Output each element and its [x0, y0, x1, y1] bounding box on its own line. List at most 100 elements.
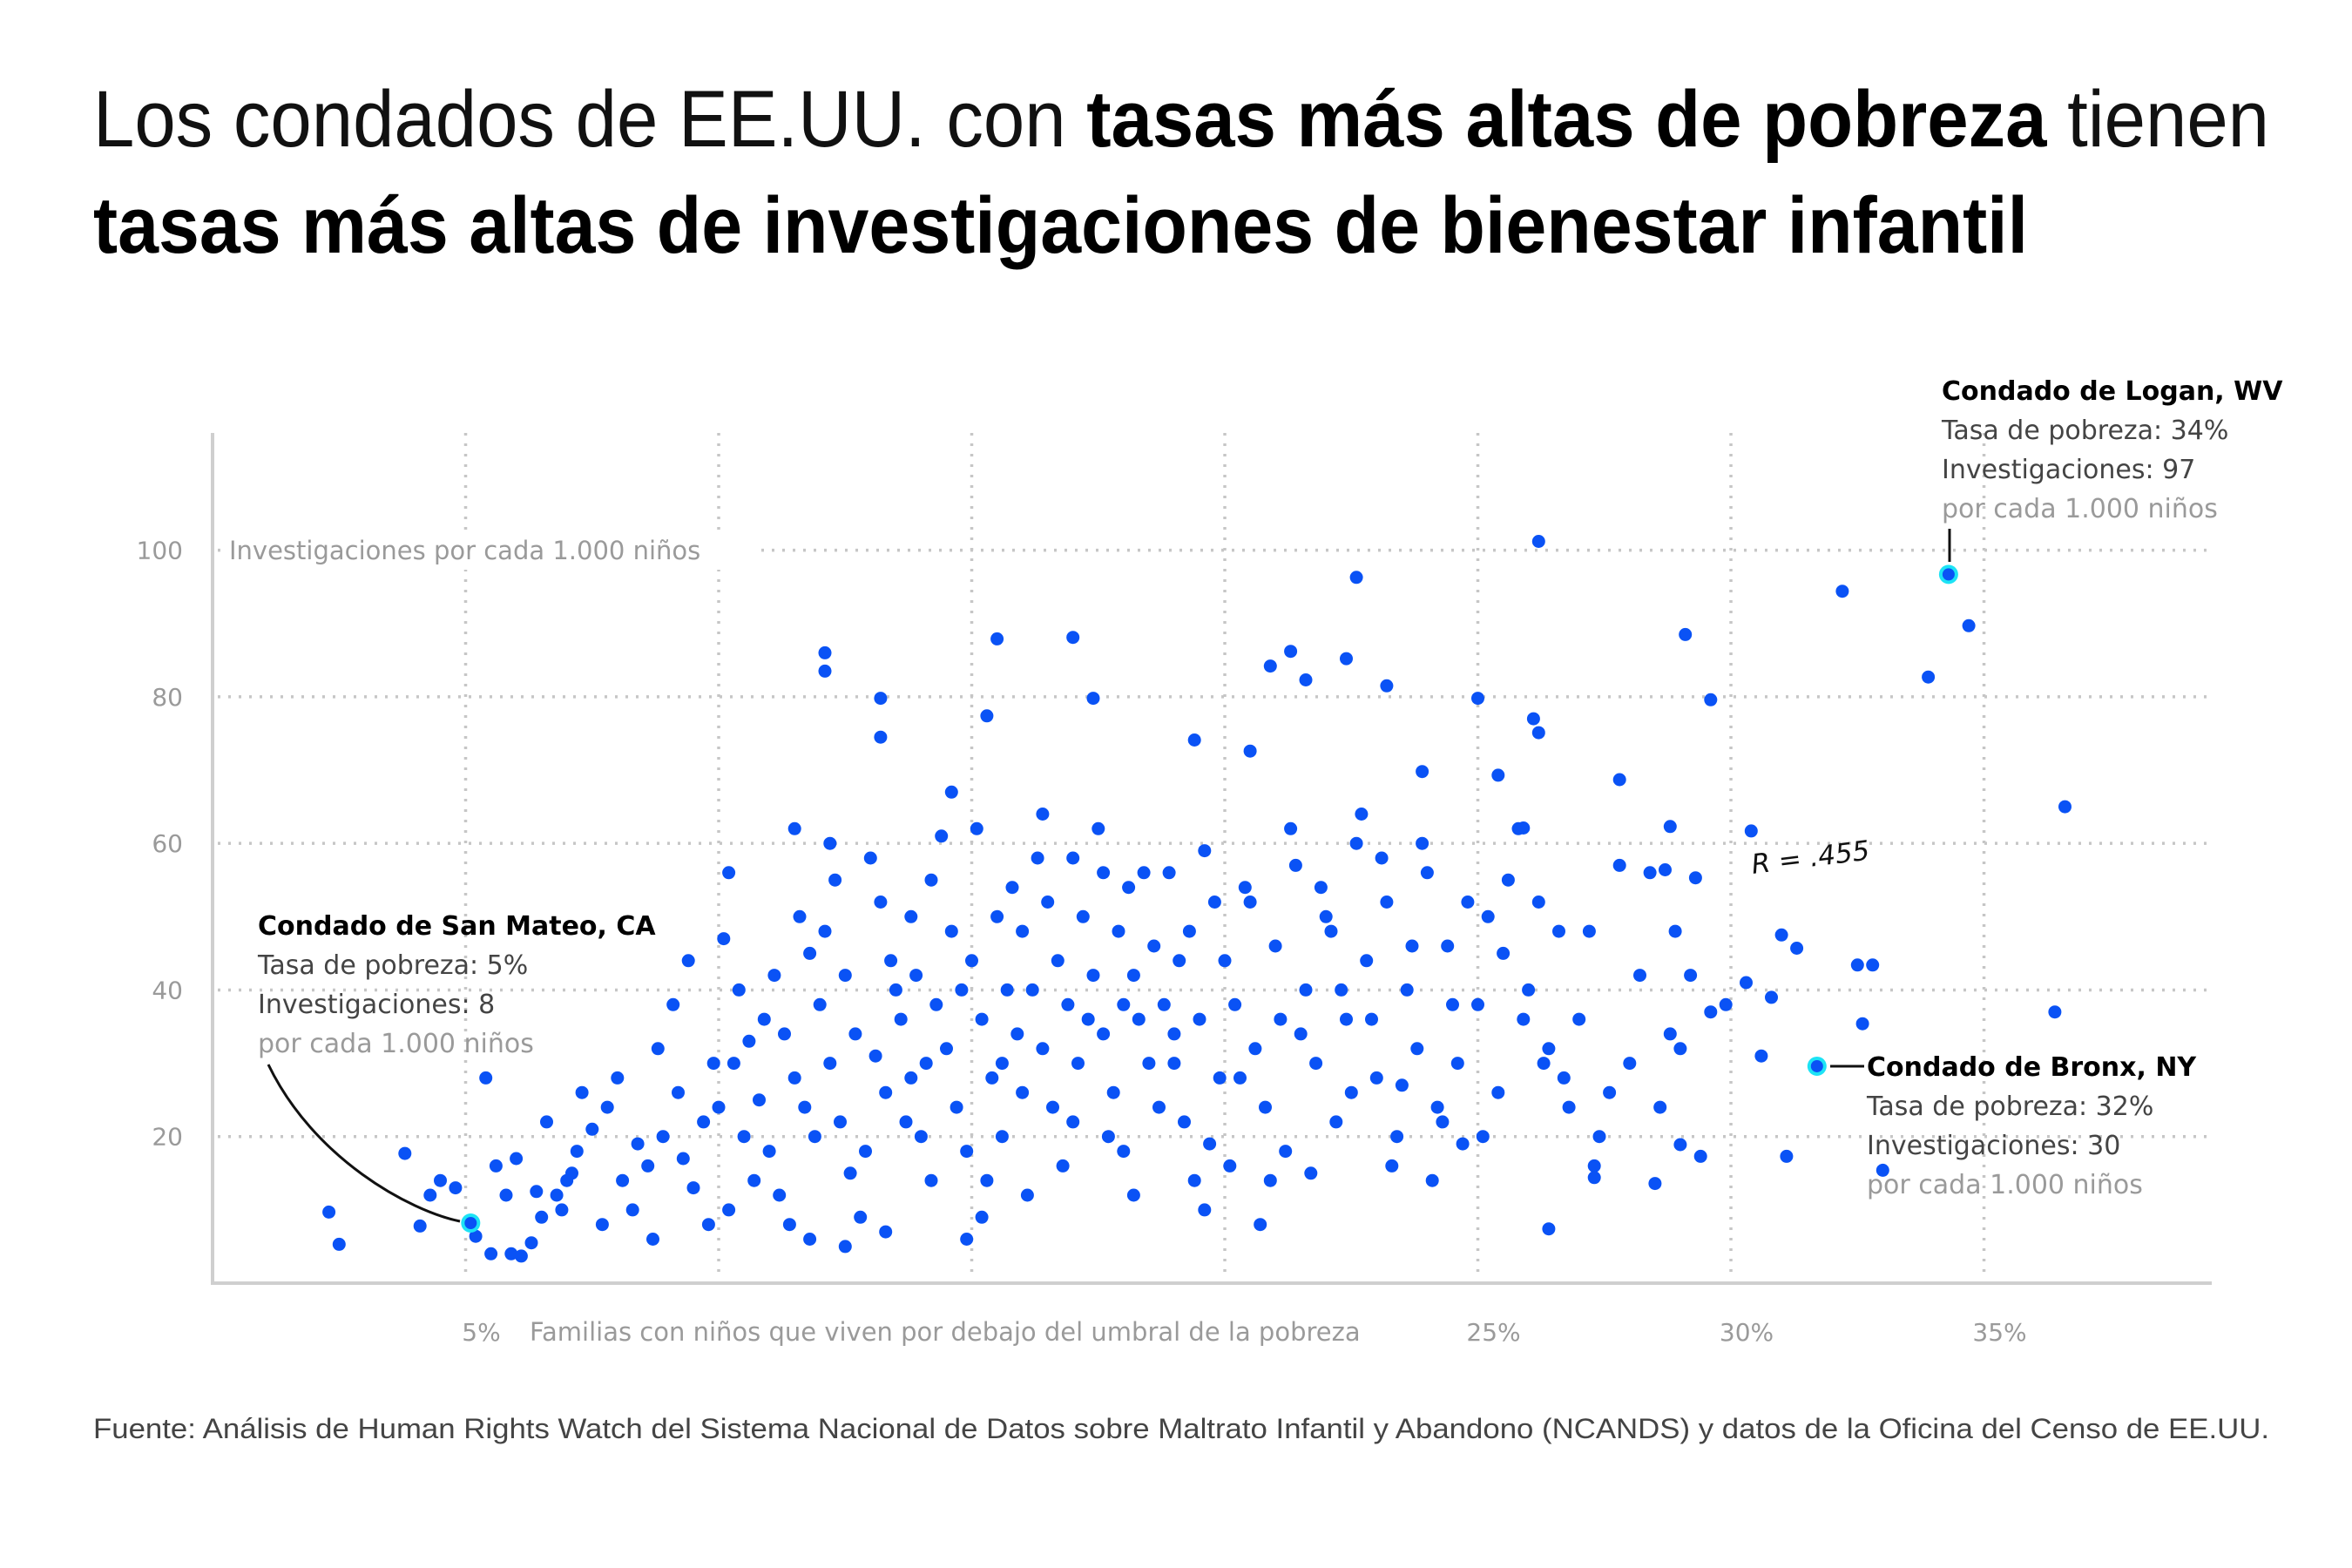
data-point: [1228, 997, 1242, 1011]
data-point: [1086, 692, 1100, 706]
data-point: [1259, 1100, 1272, 1114]
data-point: [813, 997, 827, 1011]
data-point: [1684, 969, 1698, 983]
data-point: [1688, 871, 1702, 885]
data-point: [1162, 866, 1176, 880]
chart-title-line-2: tasas más altas de investigaciones de bi…: [93, 181, 2028, 270]
data-point: [1416, 836, 1429, 850]
data-point: [818, 664, 832, 678]
data-point: [1425, 1173, 1439, 1187]
data-point: [863, 851, 877, 865]
highlighted-points: [461, 564, 1958, 1233]
data-point: [1101, 1130, 1115, 1144]
data-point: [935, 829, 949, 843]
data-point: [1187, 733, 1201, 747]
data-point: [600, 1100, 614, 1114]
data-point: [717, 932, 731, 946]
data-point: [1178, 1115, 1191, 1129]
data-point: [859, 1145, 872, 1159]
data-point: [1835, 585, 1849, 598]
data-point: [1207, 896, 1221, 909]
data-point: [1416, 765, 1429, 779]
data-point: [1010, 1027, 1024, 1041]
data-point: [1922, 670, 1936, 684]
data-point: [757, 1012, 771, 1026]
data-point: [960, 1145, 974, 1159]
data-point: [1279, 1145, 1293, 1159]
data-point: [742, 1034, 756, 1048]
x-tick-labels: 5% 25% 30% 35%: [462, 1318, 2026, 1347]
data-point: [1097, 866, 1111, 880]
data-point: [1344, 1085, 1358, 1099]
data-point: [1046, 1100, 1059, 1114]
data-point: [1243, 744, 1257, 758]
title-regular-text: tienen: [2046, 75, 2269, 164]
data-point: [1542, 1222, 1556, 1236]
data-point: [838, 1240, 852, 1254]
data-point: [874, 730, 888, 744]
data-point: [2048, 1005, 2062, 1019]
data-point: [585, 1122, 599, 1136]
data-point: [469, 1229, 483, 1243]
data-point: [1774, 928, 1788, 942]
data-point: [1526, 712, 1540, 726]
data-point: [449, 1181, 463, 1195]
data-point: [1036, 1042, 1050, 1056]
data-point: [787, 1071, 801, 1085]
data-point: [1653, 1100, 1667, 1114]
data-point: [1531, 726, 1545, 740]
data-point: [990, 632, 1004, 645]
data-point: [868, 1049, 882, 1063]
correlation-label: R = .455: [1750, 835, 1872, 881]
annotation-title: Condado de San Mateo, CA: [258, 911, 656, 942]
data-point: [672, 1085, 685, 1099]
data-point: [1481, 909, 1495, 923]
data-point: [1173, 954, 1186, 968]
data-point: [1537, 1057, 1551, 1071]
annotation-san-mateo: Condado de San Mateo, CA Tasa de pobreza…: [257, 911, 656, 1223]
annotation-unit: por cada 1.000 niños: [1867, 1170, 2143, 1200]
data-point: [793, 909, 807, 923]
data-point: [818, 924, 832, 938]
data-point: [1157, 997, 1171, 1011]
data-point: [1365, 1012, 1378, 1026]
data-point: [1349, 836, 1363, 850]
data-point: [1790, 942, 1804, 955]
data-point: [1092, 821, 1105, 835]
leader-line: [267, 1064, 461, 1223]
data-point: [484, 1247, 498, 1260]
data-point: [1254, 1218, 1267, 1232]
data-point: [919, 1057, 933, 1071]
data-point: [656, 1130, 670, 1144]
data-point: [722, 1203, 736, 1217]
data-point: [1754, 1049, 1768, 1063]
data-point: [1126, 1188, 1140, 1202]
data-point: [1648, 1177, 1662, 1191]
annotation-poverty: Tasa de pobreza: 32%: [1866, 1092, 2153, 1122]
data-point: [1233, 1071, 1247, 1085]
data-point: [1066, 631, 1080, 645]
annotation-poverty: Tasa de pobreza: 34%: [1941, 416, 2228, 446]
x-tick-label: 5%: [462, 1318, 500, 1347]
data-point: [1668, 924, 1682, 938]
data-point: [1031, 851, 1044, 865]
data-point: [1476, 1130, 1490, 1144]
data-point: [808, 1130, 821, 1144]
y-tick-label: 40: [152, 976, 183, 1004]
data-point: [1187, 1173, 1201, 1187]
data-point: [753, 1093, 766, 1107]
data-point: [686, 1181, 700, 1195]
data-point: [1603, 1085, 1617, 1099]
data-point: [1441, 939, 1455, 953]
data-point: [823, 836, 837, 850]
data-point: [950, 1100, 963, 1114]
data-point: [479, 1071, 493, 1085]
data-point: [1679, 627, 1693, 641]
data-point: [732, 983, 746, 997]
annotation-investigations: Investigaciones: 8: [258, 990, 495, 1020]
data-point: [778, 1027, 791, 1041]
data-point: [798, 1100, 812, 1114]
data-point: [1051, 954, 1064, 968]
data-point: [1587, 1171, 1601, 1185]
data-point: [1122, 881, 1136, 895]
